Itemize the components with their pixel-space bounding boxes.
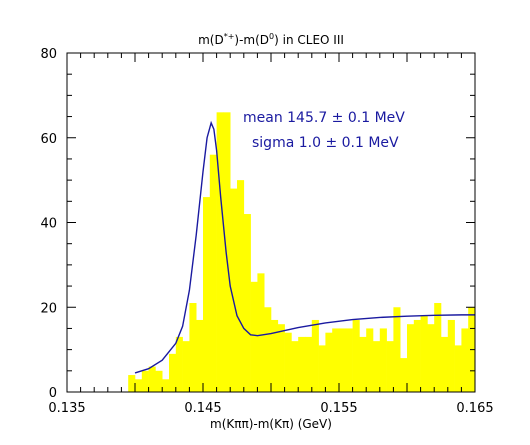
histogram-bar	[264, 307, 272, 392]
y-tick-label: 0	[49, 386, 57, 401]
histogram-bar	[400, 358, 408, 392]
histogram-bar	[427, 324, 435, 392]
histogram-bar	[434, 303, 442, 392]
histogram-bar	[332, 328, 340, 392]
x-tick-label: 0.165	[456, 401, 493, 416]
histogram-bar	[454, 345, 462, 392]
histogram-bar	[162, 379, 170, 392]
histogram-bar	[311, 319, 319, 392]
histogram-bar	[379, 328, 387, 392]
histogram-bar	[271, 319, 279, 392]
histogram-bar	[128, 375, 136, 392]
histogram-bar	[318, 345, 326, 392]
histogram-bar	[386, 341, 394, 392]
y-tick-label: 20	[40, 301, 57, 316]
histogram-bar	[169, 353, 177, 392]
histogram-bar	[284, 332, 292, 392]
histogram-bar	[182, 341, 190, 392]
histogram-bar	[203, 197, 211, 392]
x-tick-label: 0.145	[184, 401, 221, 416]
y-tick-label: 80	[40, 47, 57, 62]
histogram-bar	[413, 319, 421, 392]
histogram-bar	[298, 336, 306, 392]
histogram-bar	[441, 336, 449, 392]
histogram-bar	[407, 324, 415, 392]
histogram-bar	[230, 188, 238, 392]
axis-tick-labels: 0.135 0.145 0.155 0.165 0 20 40 60 80	[40, 47, 493, 416]
sigma-annotation: sigma 1.0 ± 0.1 MeV	[252, 135, 399, 151]
x-tick-label: 0.135	[48, 401, 85, 416]
histogram-bar	[189, 303, 197, 392]
histogram-bar	[291, 341, 299, 392]
histogram-bar	[250, 281, 258, 392]
histogram-bar	[141, 370, 149, 392]
histogram-bar	[243, 214, 251, 392]
histogram-bar	[305, 336, 313, 392]
histogram-bar	[216, 112, 224, 392]
axis-ticks	[66, 52, 476, 393]
histogram-bar	[325, 332, 333, 392]
chart-title: m(D*+)-m(D0) in CLEO III	[198, 32, 344, 47]
histogram-bar	[447, 319, 455, 392]
histogram-bar	[339, 328, 347, 392]
histogram-bar	[352, 319, 360, 392]
histogram-bar	[373, 341, 381, 392]
histogram-bar	[359, 336, 367, 392]
histogram-bar	[135, 379, 143, 392]
histogram-bar	[366, 328, 374, 392]
histogram-bar	[277, 324, 285, 392]
fit-curve	[134, 120, 475, 374]
x-axis-title: m(Kππ)-m(Kπ) (GeV)	[210, 417, 332, 431]
histogram-bar	[209, 154, 217, 392]
histogram-bar	[155, 370, 163, 392]
histogram-bar	[196, 319, 204, 392]
histogram-bar	[345, 328, 353, 392]
y-tick-label: 60	[40, 132, 57, 147]
histogram-bar	[237, 180, 245, 393]
histogram-bars	[128, 112, 476, 393]
histogram-bar	[420, 315, 428, 392]
y-tick-label: 40	[40, 217, 57, 232]
histogram-bar	[393, 307, 401, 392]
histogram-bar	[461, 328, 469, 392]
x-tick-label: 0.155	[320, 401, 357, 416]
mean-annotation: mean 145.7 ± 0.1 MeV	[243, 110, 405, 126]
histogram-bar	[148, 366, 156, 392]
histogram-bar	[223, 112, 231, 392]
histogram-bar	[257, 273, 265, 392]
histogram-bar	[175, 336, 183, 392]
